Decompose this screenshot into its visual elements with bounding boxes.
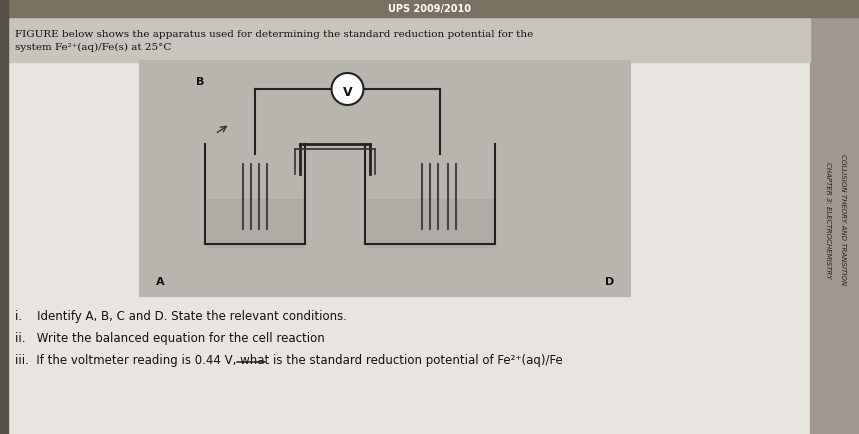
Bar bbox=[140, 62, 630, 296]
Text: D: D bbox=[606, 276, 615, 286]
Text: CHAPTER 3: ELECTROCHEMISTRY: CHAPTER 3: ELECTROCHEMISTRY bbox=[825, 161, 831, 278]
Text: ii.   Write the balanced equation for the cell reaction: ii. Write the balanced equation for the … bbox=[15, 331, 325, 344]
Text: A: A bbox=[155, 276, 164, 286]
Text: B: B bbox=[196, 77, 204, 87]
Text: iii.  If the voltmeter reading is 0.44 V, what is the standard reduction potenti: iii. If the voltmeter reading is 0.44 V,… bbox=[15, 353, 563, 366]
Text: i.    Identify A, B, C and D. State the relevant conditions.: i. Identify A, B, C and D. State the rel… bbox=[15, 309, 347, 322]
Text: FIGURE below shows the apparatus used for determining the standard reduction pot: FIGURE below shows the apparatus used fo… bbox=[15, 30, 533, 52]
Text: UPS 2009/2010: UPS 2009/2010 bbox=[388, 4, 472, 14]
Bar bbox=[0, 0, 859, 18]
Bar bbox=[367, 200, 493, 247]
Bar bbox=[8, 18, 810, 63]
Circle shape bbox=[332, 74, 363, 106]
Bar bbox=[207, 200, 303, 247]
Text: COLLISION THEORY AND TRANSITION: COLLISION THEORY AND TRANSITION bbox=[840, 154, 846, 285]
Bar bbox=[0, 0, 8, 434]
Bar bbox=[810, 0, 859, 434]
Text: V: V bbox=[343, 85, 352, 98]
